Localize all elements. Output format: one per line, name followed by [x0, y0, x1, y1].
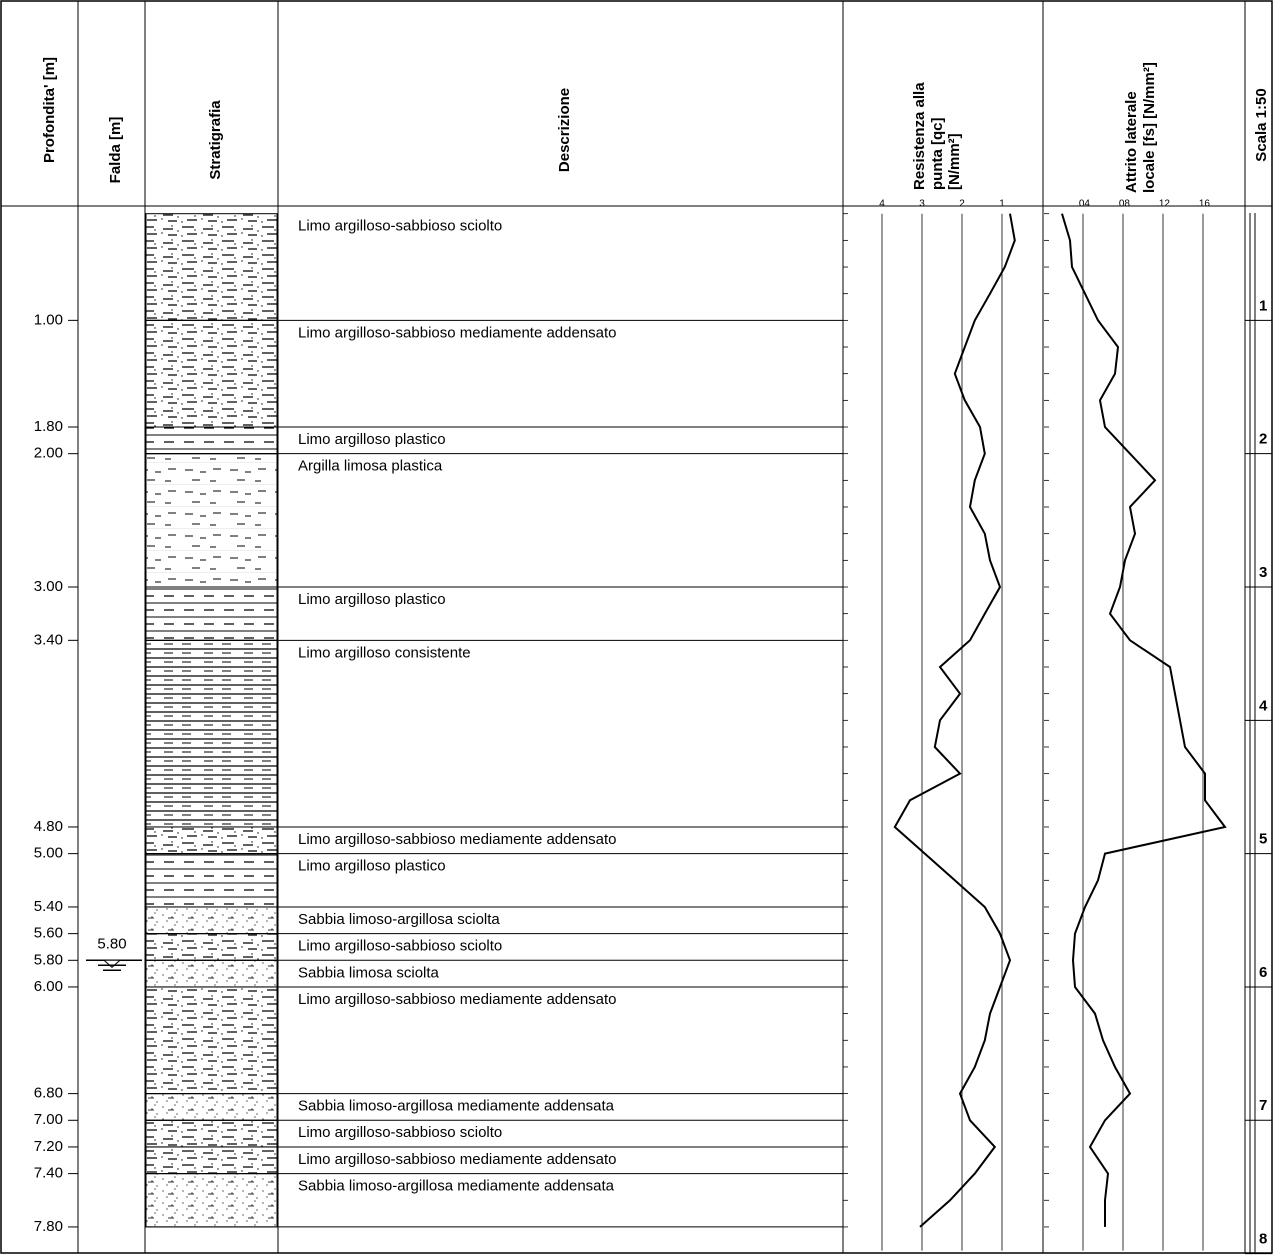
depth-label: 4.80	[34, 818, 63, 835]
strata-fill	[146, 1174, 277, 1227]
depth-label: 3.00	[34, 578, 63, 595]
scale-label: 3	[1259, 564, 1267, 581]
depth-label: 1.80	[34, 418, 63, 435]
scale-label: 7	[1259, 1097, 1267, 1114]
strata-fill	[146, 214, 277, 321]
depth-label: 5.60	[34, 925, 63, 942]
strata-fill	[146, 934, 277, 961]
x-tick-label: .08	[1116, 199, 1130, 210]
layer-description: Limo argilloso-sabbioso sciolto	[298, 1124, 502, 1141]
x-tick-label: 1	[999, 199, 1005, 210]
depth-label: 6.80	[34, 1085, 63, 1102]
header-description: Descrizione	[556, 88, 573, 172]
layer-description: Limo argilloso-sabbioso mediamente adden…	[298, 1151, 617, 1168]
layer-description: Limo argilloso plastico	[298, 858, 446, 875]
depth-label: 5.40	[34, 898, 63, 915]
layer-description: Limo argilloso consistente	[298, 644, 471, 661]
x-tick-label: .04	[1076, 199, 1090, 210]
strata-fill	[146, 960, 277, 987]
strata-fill	[146, 587, 277, 640]
water-level-label: 5.80	[97, 935, 126, 952]
layer-description: Limo argilloso-sabbioso mediamente adden…	[298, 991, 617, 1008]
header-stratigraphy: Stratigrafia	[207, 100, 224, 180]
scale-label: 5	[1259, 831, 1267, 848]
depth-label: 2.00	[34, 445, 63, 462]
layer-description: Limo argilloso plastico	[298, 591, 446, 608]
layer-description: Limo argilloso-sabbioso mediamente adden…	[298, 324, 617, 341]
depth-label: 3.40	[34, 631, 63, 648]
fs-profile	[1062, 214, 1225, 1227]
scale-label: 6	[1259, 964, 1267, 981]
header-depth: Profondita' [m]	[41, 57, 58, 163]
strata-fill	[146, 454, 277, 587]
strata-fill	[146, 854, 277, 907]
header-fs: Attrito laterale	[1123, 91, 1140, 193]
strata-fill	[146, 907, 277, 934]
layer-description: Sabbia limosa sciolta	[298, 964, 440, 981]
header-qc: punta [qc]	[929, 118, 946, 191]
header-water: Falda [m]	[107, 117, 124, 184]
x-tick-label: 4	[879, 199, 885, 210]
strata-fill	[146, 427, 277, 454]
strata-fill	[146, 1147, 277, 1174]
depth-label: 1.00	[34, 311, 63, 328]
depth-label: 5.00	[34, 845, 63, 862]
layer-description: Limo argilloso-sabbioso mediamente adden…	[298, 831, 617, 848]
strata-fill	[146, 1120, 277, 1147]
scale-label: 2	[1259, 431, 1267, 448]
strata-fill	[146, 1094, 277, 1121]
layer-description: Limo argilloso-sabbioso sciolto	[298, 938, 502, 955]
x-tick-label: .16	[1196, 199, 1210, 210]
header-qc: [N/mm²]	[946, 133, 963, 190]
page: Profondita' [m] Falda [m] Stratigrafia D…	[0, 0, 1274, 1259]
layer-description: Sabbia limoso-argillosa mediamente adden…	[298, 1098, 615, 1115]
strata-fill	[146, 987, 277, 1094]
strata-fill	[146, 640, 277, 827]
scale-label: 4	[1259, 697, 1268, 714]
strata-fill	[146, 827, 277, 854]
strata-fill	[146, 320, 277, 427]
header-fs: locale [fs] [N/mm²]	[1141, 62, 1158, 193]
scale-label: 8	[1259, 1231, 1267, 1248]
x-tick-label: .12	[1156, 199, 1170, 210]
scale-label: 1	[1259, 297, 1267, 314]
depth-label: 7.00	[34, 1111, 63, 1128]
header-scale: Scala 1:50	[1253, 88, 1270, 161]
depth-label: 7.40	[34, 1165, 63, 1182]
x-tick-label: 3	[919, 199, 925, 210]
header-qc: Resistenza alla	[911, 82, 928, 190]
layer-description: Sabbia limoso-argillosa mediamente adden…	[298, 1178, 615, 1195]
depth-label: 7.80	[34, 1218, 63, 1235]
depth-label: 5.80	[34, 951, 63, 968]
depth-label: 6.00	[34, 978, 63, 995]
layer-description: Limo argilloso plastico	[298, 431, 446, 448]
layer-description: Argilla limosa plastica	[298, 458, 443, 475]
layer-description: Limo argilloso-sabbioso sciolto	[298, 218, 502, 235]
qc-profile	[895, 214, 1015, 1227]
x-tick-label: 2	[959, 199, 965, 210]
layer-description: Sabbia limoso-argillosa sciolta	[298, 911, 500, 928]
water-symbol	[104, 960, 120, 967]
depth-label: 7.20	[34, 1138, 63, 1155]
log-sheet: Profondita' [m] Falda [m] Stratigrafia D…	[0, 0, 1274, 1259]
